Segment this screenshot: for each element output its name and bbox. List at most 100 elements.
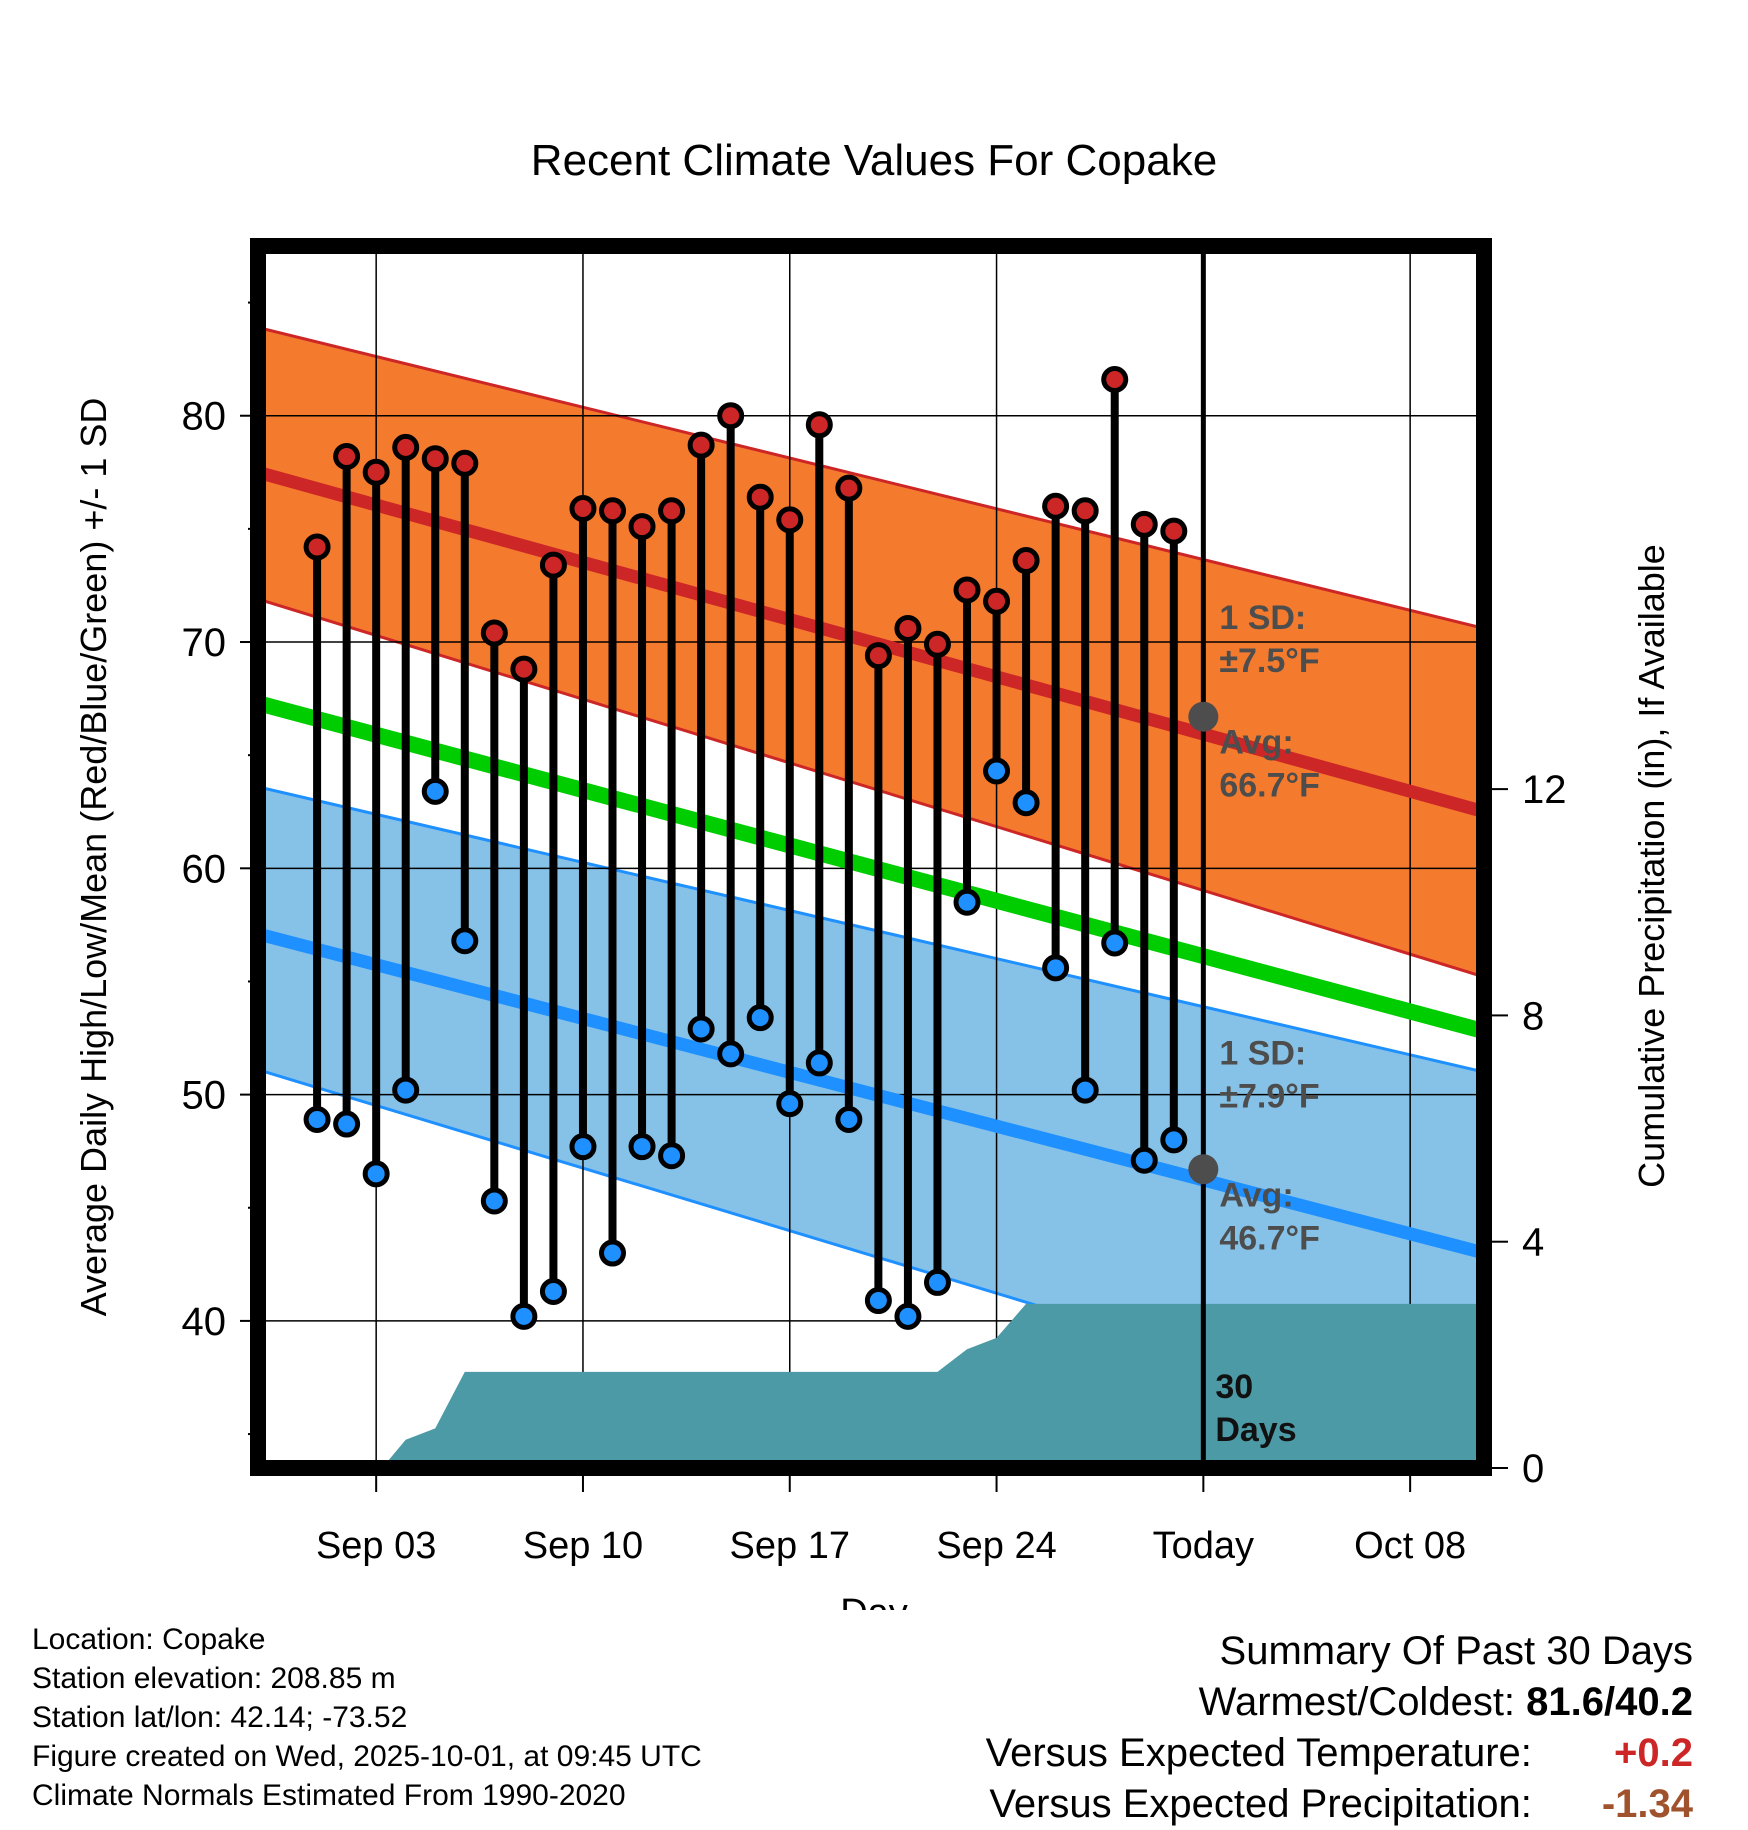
daily-high-point: [717, 402, 745, 430]
daily-high-point: [1012, 547, 1040, 575]
daily-low-point: [983, 757, 1011, 785]
figure-created: Figure created on Wed, 2025-10-01, at 09…: [32, 1740, 702, 1773]
precipitation-area: [258, 1303, 1484, 1468]
low-sd-value: ±7.9°F: [1219, 1077, 1319, 1115]
daily-high-point: [539, 551, 567, 579]
y2-axis-label: Cumulative Precipitation (in), If Availa…: [1631, 544, 1672, 1188]
station-elevation: Station elevation: 208.85 m: [32, 1662, 396, 1695]
daily-low-point: [923, 1268, 951, 1296]
daily-low-point: [776, 1090, 804, 1118]
station-location: Location: Copake: [32, 1623, 266, 1656]
x-tick-label: Sep 03: [316, 1525, 436, 1567]
daily-high-point: [687, 431, 715, 459]
x-tick-label: Oct 08: [1354, 1525, 1466, 1567]
y2-tick-label: 8: [1522, 994, 1544, 1038]
summary-temp-row: Versus Expected Temperature: +0.2: [986, 1728, 1693, 1779]
daily-low-point: [569, 1133, 597, 1161]
daily-low-point: [628, 1133, 656, 1161]
y2-tick-label: 4: [1522, 1221, 1544, 1265]
plot-frame: [250, 238, 1492, 1476]
daily-high-point: [480, 619, 508, 647]
warmest-coldest-value: 81.6/40.2: [1526, 1680, 1693, 1724]
daily-low-point: [835, 1106, 863, 1134]
precip-anomaly-value: -1.34: [1601, 1782, 1693, 1826]
daily-high-point: [776, 506, 804, 534]
daily-high-point: [510, 655, 538, 683]
daily-high-point: [835, 474, 863, 502]
high-sd-value: ±7.5°F: [1219, 642, 1319, 680]
daily-high-point: [894, 614, 922, 642]
y2-tick-label: 12: [1522, 768, 1567, 812]
daily-high-point: [392, 433, 420, 461]
daily-low-point: [333, 1110, 361, 1138]
high-avg-label: Avg:: [1219, 724, 1293, 762]
y-tick-label: 70: [182, 621, 227, 665]
daily-high-point: [953, 576, 981, 604]
station-latlon: Station lat/lon: 42.14; -73.52: [32, 1701, 408, 1734]
daily-high-point: [599, 497, 627, 525]
daily-low-point: [1130, 1146, 1158, 1174]
daily-high-point: [451, 449, 479, 477]
days-count-number: 30: [1215, 1368, 1253, 1406]
daily-low-point: [451, 927, 479, 955]
precip-anomaly-label: Versus Expected Precipitation:: [989, 1782, 1532, 1826]
x-tick-label: Sep 10: [523, 1525, 643, 1567]
x-tick-label: Today: [1153, 1525, 1254, 1567]
low-sd-label: 1 SD:: [1219, 1034, 1306, 1072]
low-avg-value: 46.7°F: [1219, 1219, 1320, 1257]
daily-high-point: [421, 445, 449, 473]
daily-low-point: [717, 1040, 745, 1068]
low-sd-band: [258, 786, 1484, 1441]
x-axis-label: Day: [840, 1592, 908, 1610]
daily-high-point: [628, 513, 656, 541]
daily-low-point: [805, 1049, 833, 1077]
summary-title: Summary Of Past 30 Days: [1219, 1629, 1693, 1673]
daily-low-point: [1071, 1076, 1099, 1104]
summary-warmest-row: Warmest/Coldest: 81.6/40.2: [986, 1677, 1693, 1728]
daily-high-point: [569, 495, 597, 523]
daily-low-point: [1012, 789, 1040, 817]
daily-high-point: [746, 483, 774, 511]
y-tick-label: 50: [182, 1074, 227, 1118]
high-avg-value: 66.7°F: [1219, 767, 1320, 805]
climate-normals-period: Climate Normals Estimated From 1990-2020: [32, 1779, 626, 1812]
y-tick-label: 40: [182, 1300, 227, 1344]
daily-high-point: [658, 497, 686, 525]
daily-low-point: [480, 1187, 508, 1215]
daily-low-point: [392, 1076, 420, 1104]
normal-low-line: [258, 927, 1484, 1260]
daily-low-point: [599, 1239, 627, 1267]
daily-low-point: [1042, 954, 1070, 982]
daily-low-point: [864, 1287, 892, 1315]
daily-low-point: [1160, 1126, 1188, 1154]
chart-title: Recent Climate Values For Copake: [531, 136, 1217, 185]
climate-chart: Recent Climate Values For Copake 1 SD: ±7…: [73, 136, 1672, 1610]
y-axis-label: Average Daily High/Low/Mean (Red/Blue/Gr…: [73, 398, 114, 1317]
x-tick-label: Sep 24: [936, 1525, 1056, 1567]
y-tick-label: 60: [182, 847, 227, 891]
high-band-upper-edge: [258, 326, 1484, 630]
x-tick-label: Sep 17: [730, 1525, 850, 1567]
daily-low-point: [687, 1015, 715, 1043]
daily-low-point: [539, 1277, 567, 1305]
summary-panel: Summary Of Past 30 Days Warmest/Coldest:…: [986, 1626, 1693, 1830]
daily-low-point: [894, 1302, 922, 1330]
daily-high-point: [303, 533, 331, 561]
high-sd-label: 1 SD:: [1219, 599, 1306, 637]
today-normal-marker: [1188, 1154, 1219, 1185]
daily-high-point: [805, 411, 833, 439]
daily-high-point: [923, 630, 951, 658]
days-count-word: Days: [1215, 1411, 1296, 1449]
today-normal-marker: [1188, 701, 1219, 732]
daily-high-point: [1101, 366, 1129, 394]
temp-anomaly-value: +0.2: [1614, 1731, 1693, 1775]
station-info: Location: Copake Station elevation: 208.…: [32, 1620, 702, 1815]
daily-low-point: [510, 1302, 538, 1330]
daily-low-point: [1101, 929, 1129, 957]
daily-high-point: [333, 442, 361, 470]
daily-low-point: [658, 1142, 686, 1170]
daily-high-point: [1071, 497, 1099, 525]
daily-high-point: [1130, 510, 1158, 538]
daily-low-point: [746, 1004, 774, 1032]
daily-low-point: [303, 1106, 331, 1134]
